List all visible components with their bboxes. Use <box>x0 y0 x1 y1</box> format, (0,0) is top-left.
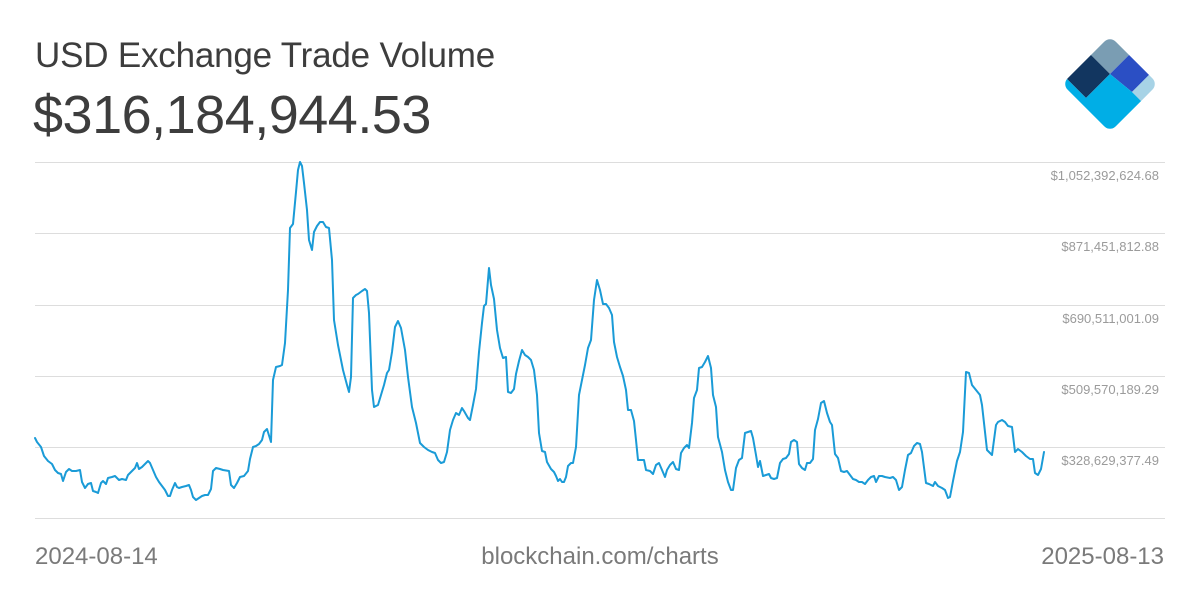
y-tick-label: $690,511,001.09 <box>1062 311 1159 326</box>
blockchain-logo-icon <box>1061 35 1159 133</box>
x-start-date: 2024-08-14 <box>35 543 158 570</box>
trade-volume-line <box>34 161 1045 501</box>
gridlines <box>35 162 1165 519</box>
x-end-date: 2025-08-13 <box>1041 543 1164 570</box>
y-tick-label: $871,451,812.88 <box>1061 239 1159 254</box>
y-tick-label: $1,052,392,624.68 <box>1050 168 1159 183</box>
current-value: $316,184,944.53 <box>33 85 431 145</box>
source-link[interactable]: blockchain.com/charts <box>481 543 719 570</box>
y-tick-label: $509,570,189.29 <box>1061 382 1159 397</box>
y-tick-label: $328,629,377.49 <box>1061 453 1159 468</box>
chart-title: USD Exchange Trade Volume <box>35 36 495 75</box>
